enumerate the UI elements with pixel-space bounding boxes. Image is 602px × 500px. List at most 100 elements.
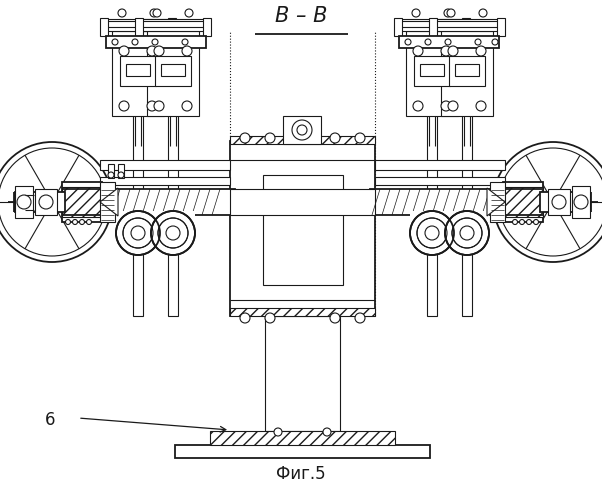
Circle shape: [425, 39, 431, 45]
Circle shape: [574, 195, 588, 209]
Circle shape: [520, 220, 524, 224]
Circle shape: [147, 101, 157, 111]
Bar: [15, 186, 33, 218]
Bar: [548, 189, 570, 215]
Circle shape: [79, 220, 84, 224]
Bar: [427, 31, 437, 316]
Bar: [406, 31, 458, 116]
Circle shape: [552, 195, 566, 209]
Bar: [398, 21, 466, 27]
Circle shape: [355, 313, 365, 323]
Bar: [572, 186, 590, 218]
Bar: [455, 64, 479, 76]
Circle shape: [112, 39, 118, 45]
Bar: [401, 19, 463, 31]
Circle shape: [166, 226, 180, 240]
Circle shape: [116, 211, 160, 255]
Bar: [410, 211, 454, 255]
Bar: [230, 308, 375, 316]
Circle shape: [182, 101, 192, 111]
Circle shape: [330, 313, 340, 323]
Bar: [263, 175, 343, 285]
Circle shape: [72, 220, 78, 224]
Circle shape: [493, 142, 602, 262]
Bar: [168, 18, 176, 36]
Circle shape: [448, 46, 458, 56]
Bar: [107, 19, 169, 31]
Circle shape: [533, 220, 539, 224]
Bar: [490, 182, 505, 222]
Bar: [210, 431, 395, 445]
Circle shape: [154, 46, 164, 56]
Circle shape: [543, 192, 563, 212]
Circle shape: [441, 46, 451, 56]
Bar: [436, 19, 498, 31]
Bar: [155, 56, 191, 86]
Circle shape: [154, 101, 164, 111]
Circle shape: [119, 46, 129, 56]
Bar: [126, 64, 150, 76]
Circle shape: [492, 39, 498, 45]
Circle shape: [0, 148, 106, 256]
Circle shape: [39, 195, 53, 209]
Circle shape: [118, 9, 126, 17]
Circle shape: [475, 39, 481, 45]
Circle shape: [182, 46, 192, 56]
Circle shape: [499, 148, 602, 256]
Text: 6: 6: [45, 411, 55, 429]
Bar: [15, 192, 65, 212]
Text: В – В: В – В: [275, 6, 327, 26]
Bar: [133, 31, 143, 316]
Bar: [283, 116, 321, 144]
Bar: [375, 160, 505, 170]
Circle shape: [152, 39, 158, 45]
Circle shape: [452, 218, 482, 248]
Circle shape: [447, 9, 455, 17]
Polygon shape: [487, 188, 505, 216]
Bar: [100, 18, 108, 36]
Circle shape: [265, 133, 275, 143]
Bar: [420, 64, 444, 76]
Circle shape: [445, 39, 451, 45]
Bar: [175, 445, 430, 458]
Circle shape: [118, 172, 124, 178]
Circle shape: [330, 133, 340, 143]
Circle shape: [410, 211, 454, 255]
Bar: [151, 211, 195, 255]
Bar: [135, 18, 143, 36]
Circle shape: [151, 211, 195, 255]
Circle shape: [119, 101, 129, 111]
Bar: [62, 182, 102, 222]
Circle shape: [441, 101, 451, 111]
Circle shape: [413, 46, 423, 56]
Circle shape: [182, 39, 188, 45]
Bar: [100, 177, 230, 185]
Circle shape: [460, 226, 474, 240]
Circle shape: [42, 192, 62, 212]
Bar: [503, 182, 543, 222]
Bar: [100, 182, 115, 222]
Bar: [370, 189, 505, 215]
Bar: [441, 31, 493, 116]
Bar: [161, 64, 185, 76]
Circle shape: [444, 9, 452, 17]
Bar: [265, 316, 340, 431]
Circle shape: [512, 220, 518, 224]
Circle shape: [448, 101, 458, 111]
Bar: [139, 21, 207, 27]
Bar: [230, 141, 375, 316]
Bar: [118, 164, 124, 178]
Circle shape: [108, 172, 114, 178]
Bar: [462, 18, 470, 36]
Text: Фиг.5: Фиг.5: [276, 465, 326, 483]
Circle shape: [297, 125, 307, 135]
Circle shape: [479, 9, 487, 17]
Bar: [503, 187, 543, 217]
Circle shape: [158, 218, 188, 248]
Bar: [116, 211, 160, 255]
Circle shape: [355, 133, 365, 143]
Circle shape: [274, 428, 282, 436]
Bar: [375, 177, 505, 185]
Circle shape: [405, 39, 411, 45]
Circle shape: [445, 211, 489, 255]
